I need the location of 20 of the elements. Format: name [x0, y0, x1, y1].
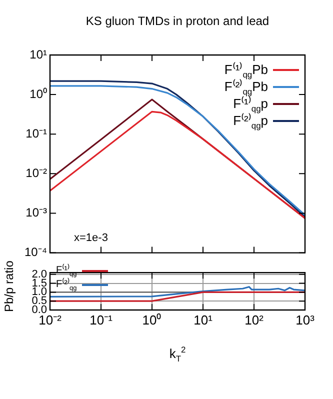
annotation: x=1e-3	[74, 232, 108, 244]
y-axis-title: Pb/p ratio	[2, 260, 16, 312]
legend-label: F⁽¹⁾$_{qg}$p	[233, 96, 268, 114]
y-tick-label: 10⁻³	[26, 206, 48, 220]
x-tick-label: 10¹	[194, 312, 214, 328]
y-tick-label: 10⁻¹	[26, 126, 48, 140]
legend-label: F⁽²⁾$_{qg}$p	[233, 113, 268, 131]
y-tick-label: 10⁻⁴	[24, 245, 47, 260]
x-tick-label: 10²	[244, 312, 264, 328]
x-tick-label: 10⁻¹	[90, 312, 114, 328]
y-tick-label: 0.0	[32, 304, 47, 316]
legend-label: F⁽²⁾$_{qg}$	[56, 279, 77, 292]
x-tick-label: 10⁰	[142, 312, 162, 328]
y-tick-label: 10⁰	[30, 86, 47, 101]
chart-title: KS gluon TMDs in proton and lead	[84, 14, 270, 28]
x-tick-label: 10³	[296, 312, 316, 328]
y-tick-label: 10¹	[30, 47, 48, 62]
legend-label: F⁽¹⁾$_{qg}$Pb	[224, 62, 268, 80]
y-tick-label: 10⁻²	[26, 166, 48, 180]
legend-label: F⁽²⁾$_{qg}$Pb	[224, 79, 268, 97]
